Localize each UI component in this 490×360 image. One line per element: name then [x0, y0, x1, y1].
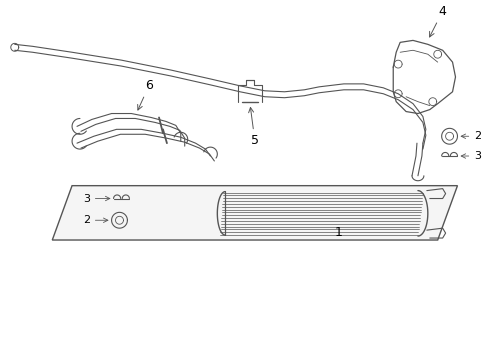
- Text: 3: 3: [83, 194, 110, 203]
- Polygon shape: [52, 186, 458, 240]
- Text: 6: 6: [138, 79, 153, 110]
- Text: 4: 4: [430, 5, 446, 37]
- Text: 2: 2: [83, 215, 108, 225]
- Text: 1: 1: [335, 226, 343, 239]
- Text: 2: 2: [461, 131, 481, 141]
- Text: 3: 3: [461, 151, 481, 161]
- Text: 5: 5: [248, 108, 259, 147]
